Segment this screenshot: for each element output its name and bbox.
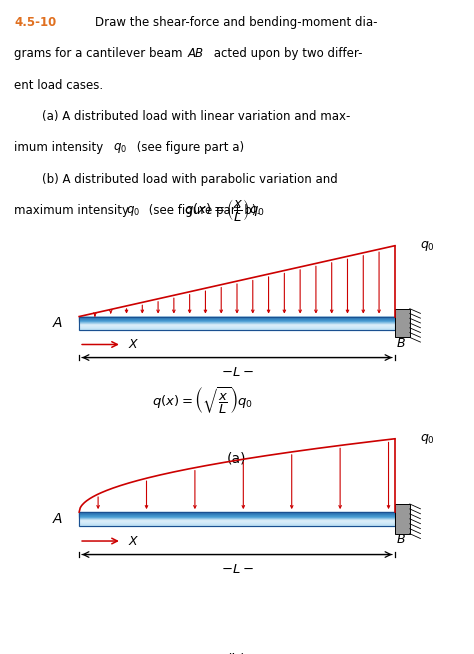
Text: (see figure part b).: (see figure part b). [145, 204, 260, 217]
Text: maximum intensity: maximum intensity [14, 204, 133, 217]
Bar [395, 504, 410, 534]
Text: (see figure part a): (see figure part a) [133, 141, 244, 154]
Bar [79, 512, 395, 526]
Text: $-L-$: $-L-$ [220, 563, 254, 576]
Text: acted upon by two differ-: acted upon by two differ- [210, 47, 362, 60]
Text: X: X [128, 534, 137, 547]
Text: $q_0$: $q_0$ [420, 239, 436, 252]
Text: imum intensity: imum intensity [14, 141, 107, 154]
Text: $-L-$: $-L-$ [220, 366, 254, 379]
Text: $q(x)=\left(\sqrt{\dfrac{x}{L}}\right)q_0$: $q(x)=\left(\sqrt{\dfrac{x}{L}}\right)q_… [152, 385, 254, 416]
Text: (b) A distributed load with parabolic variation and: (b) A distributed load with parabolic va… [42, 173, 337, 186]
Text: $q_0$: $q_0$ [113, 141, 127, 155]
Text: A: A [53, 316, 62, 330]
Text: B: B [397, 337, 406, 350]
Text: (b): (b) [227, 653, 247, 654]
Bar [395, 309, 410, 337]
Text: A: A [53, 512, 62, 526]
Bar [79, 317, 395, 330]
Text: B: B [397, 533, 406, 546]
Text: ent load cases.: ent load cases. [14, 78, 103, 92]
Text: (a) A distributed load with linear variation and max-: (a) A distributed load with linear varia… [42, 110, 350, 123]
Text: (a): (a) [227, 452, 247, 466]
Text: AB: AB [188, 47, 204, 60]
Text: 4.5-10: 4.5-10 [14, 16, 56, 29]
Text: $q(x)=\left(\dfrac{x}{L}\right)q_0$: $q(x)=\left(\dfrac{x}{L}\right)q_0$ [184, 198, 264, 224]
Text: $q_0$: $q_0$ [126, 204, 140, 218]
Text: Draw the shear-force and bending-moment dia-: Draw the shear-force and bending-moment … [95, 16, 377, 29]
Text: X: X [128, 338, 137, 351]
Text: $q_0$: $q_0$ [420, 432, 436, 446]
Text: grams for a cantilever beam: grams for a cantilever beam [14, 47, 186, 60]
